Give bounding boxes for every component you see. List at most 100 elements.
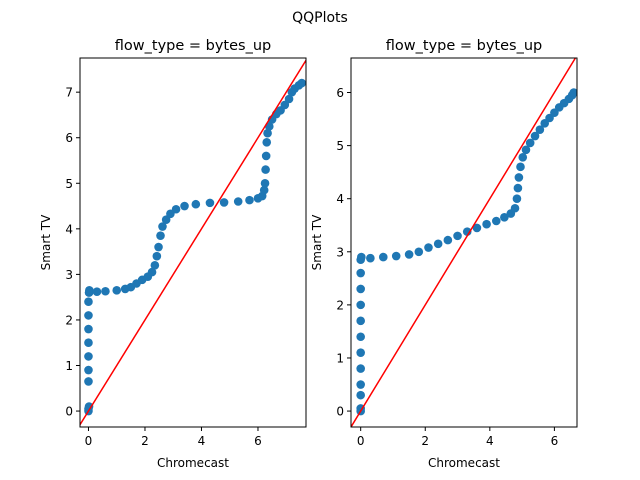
data-point — [84, 297, 93, 307]
reference-line — [80, 58, 306, 427]
data-point — [261, 151, 271, 161]
data-point — [261, 165, 270, 174]
figure-suptitle: QQPlots — [292, 10, 348, 26]
data-point — [262, 137, 272, 147]
data-point — [84, 402, 94, 411]
data-point — [84, 365, 93, 375]
data-point — [84, 338, 93, 348]
axes-frame — [79, 57, 307, 428]
data-point — [491, 216, 501, 226]
y-tick-label: 0 — [336, 405, 344, 419]
data-point — [150, 260, 160, 270]
data-point — [297, 78, 306, 88]
data-point — [530, 131, 540, 141]
data-point — [84, 311, 93, 320]
data-point — [191, 199, 201, 209]
data-point — [112, 286, 122, 295]
data-point — [356, 380, 365, 389]
data-point — [356, 332, 365, 342]
data-point — [280, 100, 290, 110]
data-point — [433, 239, 443, 249]
data-point — [171, 204, 181, 214]
data-point — [512, 194, 522, 203]
data-point — [482, 219, 491, 229]
y-tick-label: 6 — [65, 131, 73, 145]
y-axis-label: Smart TV — [39, 214, 53, 270]
data-point — [424, 243, 433, 252]
y-axis-label: Smart TV — [310, 214, 324, 270]
y-tick-label: 1 — [336, 351, 344, 365]
plot-title: flow_type = bytes_up — [386, 38, 542, 54]
x-tick-label: 2 — [421, 434, 429, 448]
y-tick-label: 6 — [336, 86, 344, 100]
y-tick-label: 0 — [65, 405, 73, 419]
x-tick-label: 4 — [198, 434, 206, 448]
data-point — [404, 250, 414, 259]
y-tick-label: 4 — [336, 192, 344, 206]
data-point — [152, 251, 162, 261]
data-point — [569, 88, 577, 97]
data-point — [535, 125, 545, 134]
reference-line — [351, 58, 577, 427]
data-point — [356, 284, 365, 294]
y-tick-label: 2 — [65, 313, 73, 327]
data-points — [356, 88, 577, 416]
data-point — [366, 253, 375, 263]
data-point — [92, 287, 102, 297]
x-tick-label: 4 — [486, 434, 494, 448]
data-point — [356, 268, 365, 278]
left-qq-plot: flow_type = bytes_up 0 2 4 6 0 1 2 3 4 5 6 7 Chromeca… — [39, 38, 307, 470]
y-tick-label: 3 — [65, 268, 73, 282]
y-tick-label: 7 — [65, 86, 73, 100]
x-tick-label: 0 — [357, 434, 365, 448]
data-point — [154, 242, 163, 252]
data-point — [443, 235, 453, 245]
data-point — [205, 198, 215, 208]
data-point — [357, 252, 366, 262]
axes-frame — [350, 57, 578, 428]
data-point — [356, 348, 365, 357]
x-axis-label: Chromecast — [157, 456, 229, 470]
data-point — [84, 377, 93, 386]
data-point — [378, 252, 388, 262]
x-tick-label: 6 — [551, 434, 559, 448]
y-tick-label: 3 — [336, 245, 344, 259]
data-point — [85, 286, 94, 295]
data-point — [518, 152, 528, 162]
data-point — [414, 247, 424, 257]
data-point — [259, 185, 269, 195]
data-point — [516, 162, 525, 172]
x-tick-label: 6 — [254, 434, 262, 448]
data-point — [356, 300, 365, 310]
y-tick-label: 4 — [65, 222, 73, 236]
data-point — [233, 197, 243, 206]
data-point — [510, 203, 520, 213]
data-point — [356, 316, 365, 326]
data-point — [525, 138, 535, 148]
data-point — [245, 195, 254, 205]
y-tick-label: 5 — [65, 177, 73, 191]
data-point — [356, 364, 365, 373]
data-point — [472, 223, 482, 233]
data-point — [180, 201, 189, 211]
data-point — [158, 222, 167, 231]
data-point — [219, 198, 229, 207]
y-tick-label: 2 — [336, 298, 344, 312]
data-point — [453, 231, 462, 241]
data-point — [263, 128, 272, 138]
data-point — [500, 212, 509, 222]
data-point — [156, 231, 165, 240]
right-qq-plot: flow_type = bytes_up 0 2 4 6 0 1 2 3 4 5 6 Chromecas… — [310, 38, 578, 470]
data-point — [147, 267, 157, 277]
data-point — [84, 352, 93, 361]
data-point — [513, 183, 523, 193]
data-point — [514, 173, 524, 182]
data-point — [84, 324, 93, 334]
data-point — [356, 390, 365, 400]
data-point — [521, 145, 531, 155]
x-axis-label: Chromecast — [428, 456, 500, 470]
y-tick-label: 5 — [336, 139, 344, 153]
data-point — [391, 251, 401, 261]
